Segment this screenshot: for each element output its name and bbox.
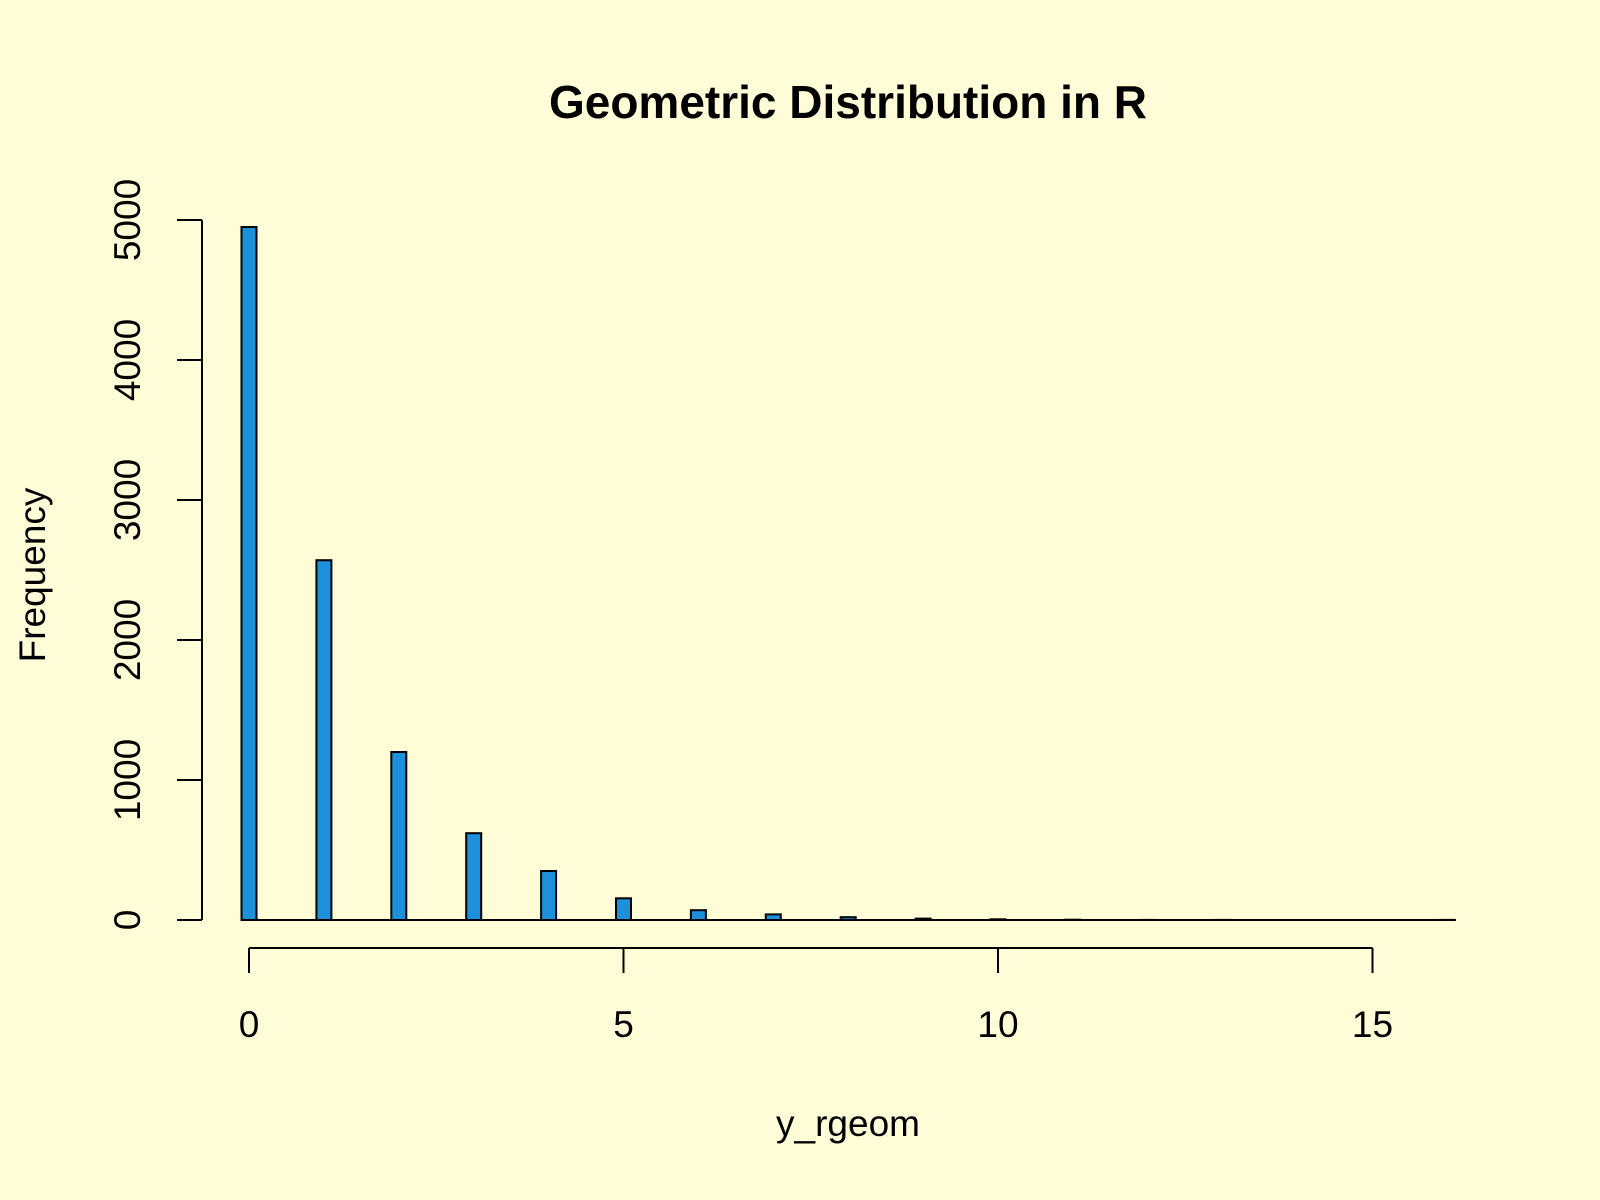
y-tick-label-5000: 5000 [107, 179, 148, 261]
y-tick-label-2000: 2000 [107, 599, 148, 681]
bar-x-5 [615, 897, 632, 921]
y-axis: 0 1000 2000 3000 4000 5000 [107, 179, 203, 931]
bar-x-4 [540, 870, 558, 921]
y-tick-label-0: 0 [107, 910, 148, 931]
y-tick-label-4000: 4000 [107, 319, 148, 401]
x-tick-label-10: 10 [977, 1004, 1018, 1045]
bar-x-1 [315, 559, 333, 921]
bar-group [240, 226, 1456, 922]
x-tick-label-5: 5 [613, 1004, 634, 1045]
x-axis: 0 5 10 15 [239, 947, 1393, 1045]
y-tick-label-3000: 3000 [107, 459, 148, 541]
bar-x-3 [465, 832, 483, 922]
x-tick-label-15: 15 [1352, 1004, 1393, 1045]
x-axis-label: y_rgeom [776, 1103, 920, 1144]
y-axis-label: Frequency [12, 487, 53, 662]
bar-x-0 [240, 226, 258, 921]
chart-title: Geometric Distribution in R [549, 76, 1147, 128]
bar-x-2 [390, 751, 408, 921]
y-tick-label-1000: 1000 [107, 739, 148, 821]
x-tick-label-0: 0 [239, 1004, 260, 1045]
bar-x-6 [689, 909, 707, 922]
